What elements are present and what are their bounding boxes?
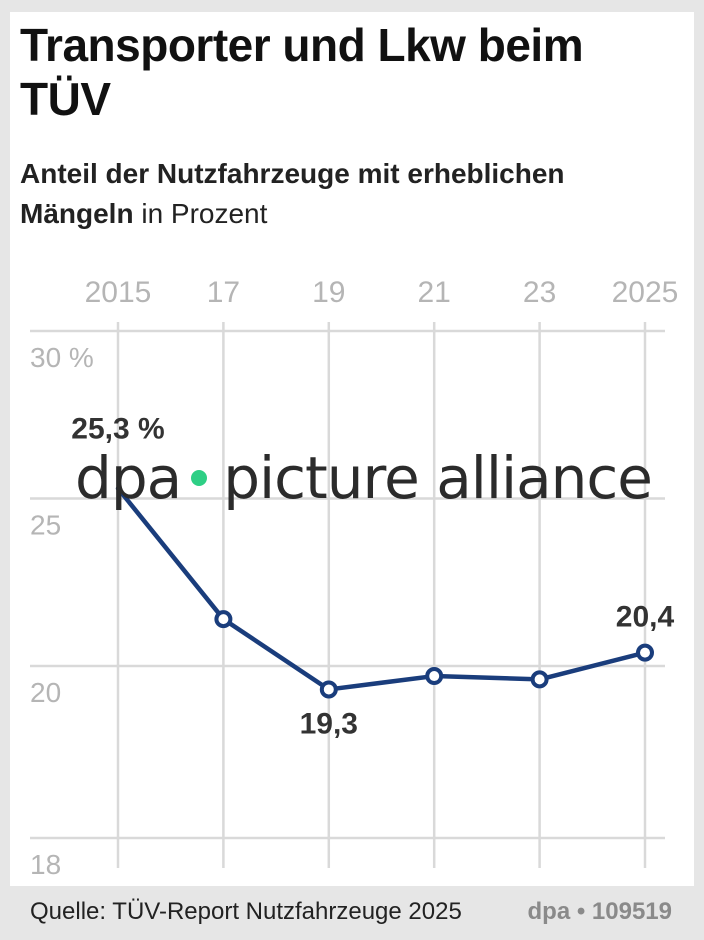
data-point-2025 bbox=[636, 643, 654, 662]
source-text: Quelle: TÜV-Report Nutzfahrzeuge 2025 bbox=[30, 898, 462, 925]
watermark-dot-icon bbox=[191, 469, 208, 486]
x-tick-label-21: 21 bbox=[418, 276, 451, 309]
y-tick-label-18: 18 bbox=[30, 849, 61, 880]
x-tick-label-23: 23 bbox=[523, 276, 556, 309]
y-tick-label-25: 25 bbox=[30, 510, 61, 541]
watermark-dpa: dpa bbox=[75, 444, 182, 512]
chart-subtitle: Anteil der Nutzfahrzeuge mit erheblichen… bbox=[20, 154, 660, 234]
series-line bbox=[115, 486, 648, 692]
data-label-2025: 20,4 bbox=[616, 601, 675, 634]
watermark: dpa picture alliance bbox=[75, 444, 653, 512]
x-tick-label-2025: 2025 bbox=[612, 276, 679, 309]
x-tick-label-17: 17 bbox=[207, 276, 240, 309]
footer: Quelle: TÜV-Report Nutzfahrzeuge 2025 dp… bbox=[0, 886, 704, 940]
x-tick-label-2015: 2015 bbox=[85, 276, 152, 309]
subtitle-main: Anteil der Nutzfahrzeuge mit erheblichen… bbox=[20, 158, 565, 229]
subtitle-unit: in Prozent bbox=[133, 198, 268, 229]
data-label-2019: 19,3 bbox=[300, 707, 358, 740]
watermark-picture-alliance: picture alliance bbox=[223, 444, 653, 512]
chart-title: Transporter und Lkw beim TÜV bbox=[20, 19, 584, 125]
credit-text: dpa • 109519 bbox=[527, 898, 673, 925]
y-tick-label-20: 20 bbox=[30, 677, 61, 708]
data-point-2019 bbox=[319, 680, 338, 699]
data-label-2015: 25,3 % bbox=[71, 412, 164, 445]
line-chart: 30 % 25 20 18 2015 17 19 21 23 2025 25,3 % 19,3 20,4 bbox=[30, 276, 679, 880]
data-point-2021 bbox=[425, 667, 444, 686]
x-tick-label-19: 19 bbox=[312, 276, 345, 309]
data-point-2017 bbox=[214, 610, 233, 629]
data-point-2023 bbox=[530, 670, 549, 689]
chart-card bbox=[10, 12, 694, 886]
y-tick-label-30: 30 % bbox=[30, 342, 94, 373]
